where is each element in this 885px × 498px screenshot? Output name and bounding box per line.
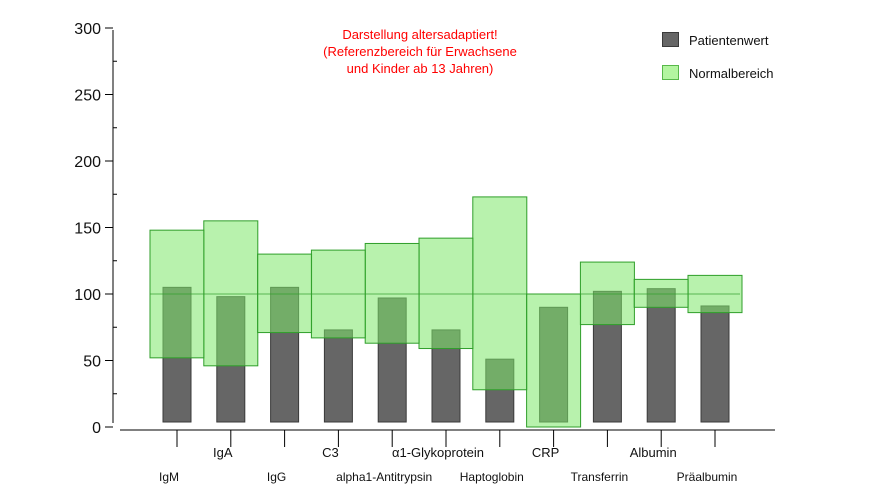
x-tick-label: Präalbumin bbox=[677, 470, 738, 484]
normal-range-box bbox=[418, 237, 474, 350]
y-tick-label: 150 bbox=[74, 221, 101, 238]
normal-range-box bbox=[579, 261, 635, 326]
note-line-3: und Kinder ab 13 Jahren) bbox=[346, 61, 494, 76]
x-tick-label: α1-Glykoprotein bbox=[392, 445, 484, 460]
y-tick-label: 250 bbox=[74, 88, 101, 105]
y-tick-label: 0 bbox=[92, 420, 101, 437]
patient-bar bbox=[323, 329, 353, 423]
plot-area: 0 50 100 150 200 250 300 IgM IgA IgG C3 alpha1-Anti… bbox=[74, 21, 775, 484]
legend-swatch-normal bbox=[662, 65, 679, 80]
x-tick-label: Transferrin bbox=[571, 470, 629, 484]
normal-range-box bbox=[364, 242, 420, 344]
normal-range-box bbox=[526, 293, 582, 428]
age-adapted-note: Darstellung altersadaptiert! (Referenzbe… bbox=[270, 26, 570, 77]
y-tick-label: 300 bbox=[74, 21, 101, 38]
legend-swatch-patient bbox=[662, 32, 679, 47]
note-line-2: (Referenzbereich für Erwachsene bbox=[323, 44, 517, 59]
x-tick-label: IgG bbox=[267, 470, 286, 484]
y-tick-label: 100 bbox=[74, 287, 101, 304]
patient-bar bbox=[646, 288, 676, 423]
x-tick-label: IgM bbox=[159, 470, 179, 484]
note-line-1: Darstellung altersadaptiert! bbox=[342, 27, 498, 42]
x-tick-label: alpha1-Antitrypsin bbox=[336, 470, 432, 484]
x-tick-label: IgA bbox=[213, 445, 233, 460]
normal-range-box bbox=[472, 196, 528, 391]
x-tick-label: Albumin bbox=[630, 445, 677, 460]
normal-range-box bbox=[633, 278, 689, 308]
patient-bar bbox=[700, 305, 730, 423]
x-tick-label: C3 bbox=[322, 445, 339, 460]
normal-range-box bbox=[203, 220, 259, 367]
y-tick-label: 200 bbox=[74, 154, 101, 171]
legend-label-patient: Patientenwert bbox=[689, 33, 769, 48]
normal-range-box bbox=[257, 253, 313, 334]
x-tick-label: Haptoglobin bbox=[460, 470, 524, 484]
legend-label-normal: Normalbereich bbox=[689, 66, 774, 81]
x-tick-label: CRP bbox=[532, 445, 559, 460]
y-tick-label: 50 bbox=[83, 354, 101, 371]
